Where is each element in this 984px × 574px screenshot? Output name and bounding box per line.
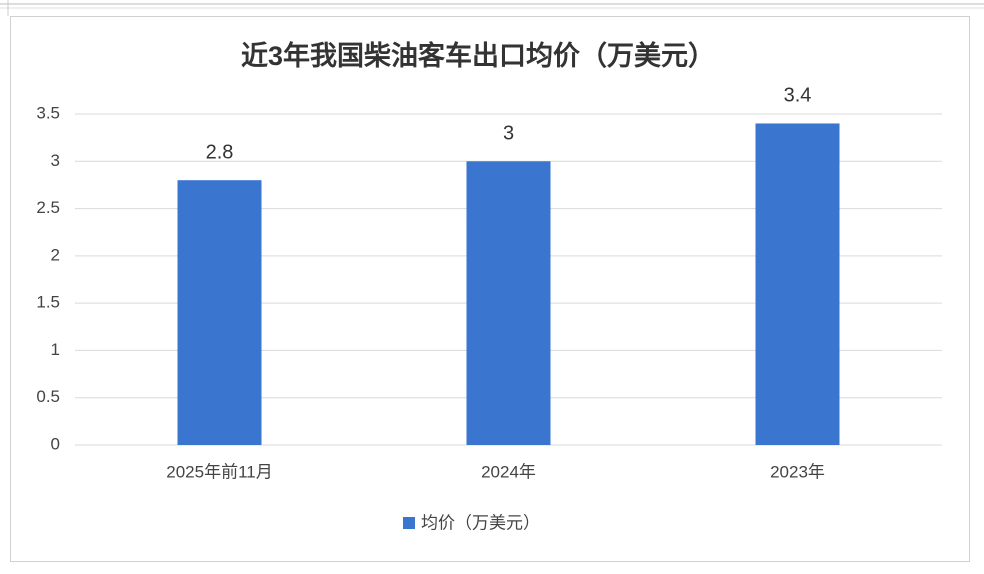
y-tick-label: 3.5 (36, 103, 60, 122)
y-tick-label: 2.5 (36, 198, 60, 217)
y-tick-label: 2 (51, 245, 60, 264)
y-tick-label: 1 (51, 340, 60, 359)
y-tick-label: 1.5 (36, 293, 60, 312)
data-label: 2.8 (206, 141, 234, 163)
data-label: 3 (503, 123, 514, 145)
legend-swatch (403, 517, 415, 529)
x-tick-label: 2025年前11月 (166, 462, 272, 481)
y-tick-label: 0.5 (36, 387, 60, 406)
x-tick-label: 2023年 (770, 462, 825, 481)
y-tick-label: 0 (51, 434, 60, 453)
chart-title: 近3年我国柴油客车出口均价（万美元） (241, 40, 715, 71)
bar (177, 180, 262, 445)
bar (755, 123, 840, 445)
legend-label: 均价（万美元） (421, 513, 540, 532)
x-tick-label: 2024年 (481, 462, 536, 481)
y-tick-label: 3 (51, 151, 60, 170)
data-label: 3.4 (784, 85, 812, 107)
bar (466, 161, 551, 446)
